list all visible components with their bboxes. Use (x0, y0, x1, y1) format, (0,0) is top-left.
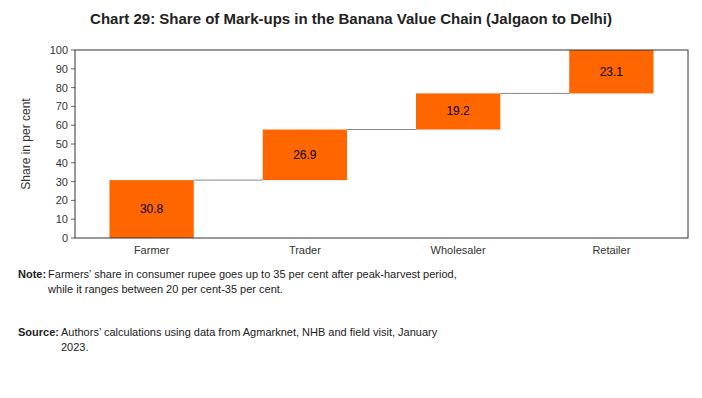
y-tick (71, 125, 75, 126)
y-tick (71, 162, 75, 163)
annotation-line: while it ranges between 20 per cent-35 p… (47, 283, 283, 295)
y-tick (71, 181, 75, 182)
connector (194, 180, 263, 181)
connector (500, 93, 569, 94)
bars (109, 50, 653, 238)
y-tick-label: 0 (62, 232, 68, 244)
y-tick (71, 144, 75, 145)
y-tick-label: 80 (56, 82, 68, 94)
data-label: 23.1 (600, 65, 624, 79)
y-tick (71, 106, 75, 107)
annotation-label: Note: (18, 268, 46, 280)
x-tick-label: Wholesaler (431, 244, 486, 256)
annotation-label: Source: (18, 326, 59, 338)
annotation-text: Authors’ calculations using data from Ag… (61, 326, 438, 353)
title: Chart 29: Share of Mark-ups in the Banan… (90, 10, 612, 27)
bar (569, 50, 653, 93)
bar (263, 130, 347, 181)
background (0, 0, 702, 398)
y-tick (71, 200, 75, 201)
x-tick-label: Trader (289, 244, 321, 256)
annotation-line: Authors’ calculations using data from Ag… (61, 326, 438, 338)
y-tick (71, 87, 75, 88)
x-tick-label: Farmer (134, 244, 170, 256)
data-label: 19.2 (446, 104, 470, 118)
y-tick (71, 219, 75, 220)
y-tick-label: 20 (56, 194, 68, 206)
y-tick-label: 70 (56, 100, 68, 112)
y-tick (71, 238, 75, 239)
annotation-line: 2023. (61, 341, 89, 353)
plot-frame (75, 50, 688, 238)
x-tick-label: Retailer (592, 244, 630, 256)
y-tick-label: 10 (56, 213, 68, 225)
connector (347, 129, 416, 130)
y-tick (71, 50, 75, 51)
y-tick-label: 60 (56, 119, 68, 131)
bar (416, 93, 500, 129)
y-tick-label: 90 (56, 63, 68, 75)
y-tick-label: 50 (56, 138, 68, 150)
y-tick-label: 40 (56, 157, 68, 169)
y-tick (71, 68, 75, 69)
annotation-text: Farmers’ share in consumer rupee goes up… (47, 268, 457, 295)
bar (109, 180, 193, 238)
data-label: 30.8 (140, 202, 164, 216)
chart: Chart 29: Share of Mark-ups in the Banan… (0, 0, 702, 398)
y-tick-label: 30 (56, 176, 68, 188)
annotation-line: Farmers’ share in consumer rupee goes up… (48, 268, 457, 280)
y-tick-label: 100 (50, 44, 68, 56)
data-label: 26.9 (293, 148, 317, 162)
y-axis-label: Share in per cent (19, 98, 33, 190)
